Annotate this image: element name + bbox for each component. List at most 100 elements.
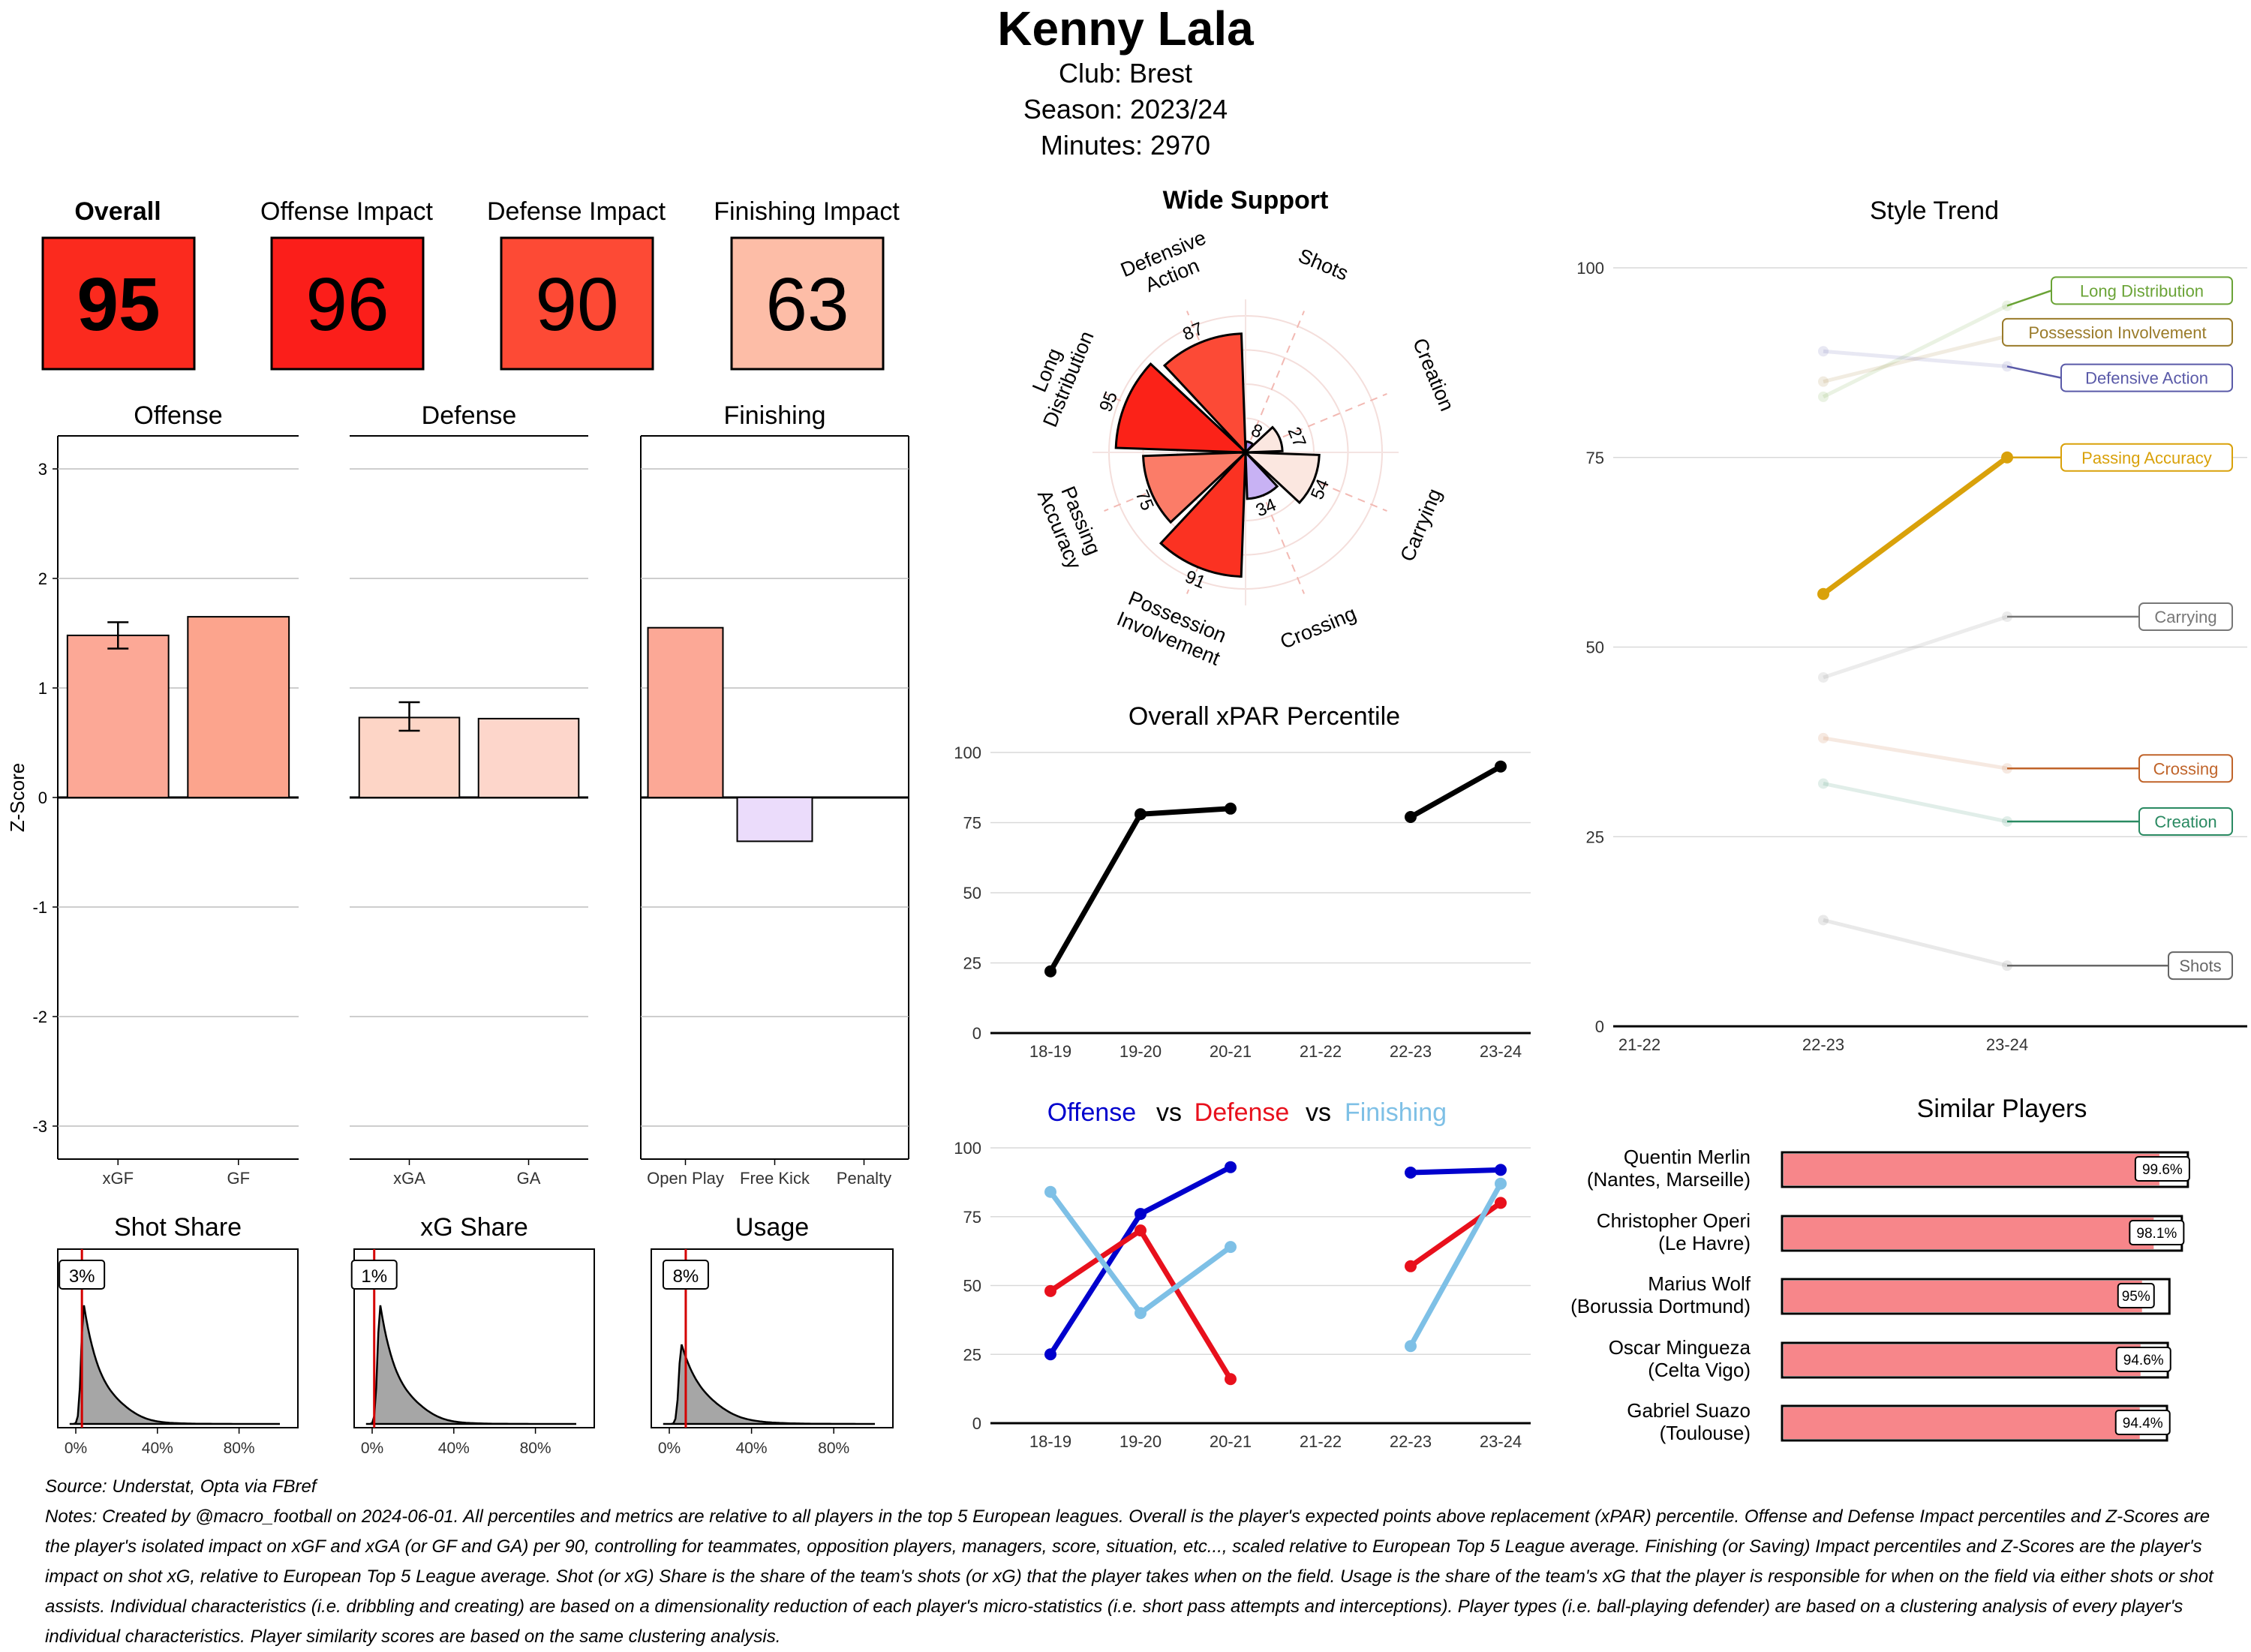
chart-title: Overall xPAR Percentile	[1129, 702, 1400, 731]
similar-bar	[1784, 1407, 2140, 1439]
x-tick-label: 40%	[438, 1440, 470, 1457]
similar-bar	[1784, 1154, 2159, 1185]
similar-player-name: Oscar Mingueza (Celta Vigo)	[1609, 1336, 1751, 1381]
radar-wedge	[1162, 332, 1247, 455]
impact-label: Overall	[74, 197, 161, 226]
odf-point	[1044, 1185, 1056, 1198]
similar-value-label: 95%	[2122, 1289, 2150, 1305]
y-tick-label: 100	[1576, 259, 1604, 278]
similar-bar	[1784, 1344, 2141, 1376]
y-tick-label: 50	[963, 1277, 981, 1296]
similar-player-name: Quentin Merlin (Nantes, Marseille)	[1587, 1146, 1751, 1191]
odf-point	[1225, 1161, 1237, 1173]
y-tick-label: 50	[1586, 638, 1604, 657]
y-tick-label: 50	[963, 884, 981, 903]
xpar-point	[1495, 760, 1507, 773]
radar-spoke	[1245, 452, 1387, 512]
marker-label-box	[662, 1260, 709, 1290]
style-label: Defensive Action	[2085, 369, 2208, 388]
club-line: Club: Brest	[1058, 58, 1193, 89]
style-series-line	[1823, 334, 2008, 384]
impact-box	[270, 236, 425, 371]
x-tick-label: 20-21	[1210, 1432, 1252, 1451]
panel-title: Finishing	[723, 401, 825, 430]
x-tick-label: 23-24	[1480, 1432, 1522, 1451]
odf-point	[1405, 1260, 1417, 1272]
panel-frame	[651, 1248, 894, 1428]
x-tick-label: xGF	[102, 1169, 134, 1188]
radar-wedge	[1142, 451, 1249, 524]
y-tick-label: -1	[32, 898, 47, 917]
impact-value: 95	[77, 263, 160, 347]
radar-spoke	[1186, 311, 1246, 453]
panel-frame	[57, 1248, 299, 1428]
odf-point	[1135, 1307, 1147, 1320]
style-label-box	[2060, 363, 2233, 392]
chart-title: Similar Players	[1917, 1095, 2087, 1123]
radar-category-label: Creation	[1408, 335, 1459, 414]
style-label-box	[2060, 443, 2233, 472]
x-tick-label: 80%	[818, 1440, 849, 1457]
radar-wedge	[1114, 362, 1249, 454]
radar-category-label: PossessionInvolvement	[1113, 586, 1232, 670]
minutes-line: Minutes: 2970	[1040, 130, 1211, 161]
chart-title-part: Defense	[1195, 1098, 1290, 1127]
marker-label: 3%	[69, 1266, 95, 1287]
x-tick-label: Free Kick	[740, 1169, 810, 1188]
x-tick-label: 18-19	[1029, 1432, 1071, 1451]
footer: Source: Understat, Opta via FBref Notes:…	[45, 1472, 2243, 1652]
odf-series-line	[1410, 1167, 1501, 1176]
style-series-line	[1823, 349, 2008, 368]
x-tick-label: GA	[517, 1169, 541, 1188]
y-tick-label: 25	[963, 954, 981, 973]
x-tick-label: 21-22	[1618, 1035, 1660, 1054]
style-label-box	[2002, 317, 2233, 347]
marker-label-box	[59, 1260, 106, 1290]
similar-bar	[1784, 1281, 2142, 1312]
radar-wedge	[1159, 449, 1247, 578]
density-curve	[663, 1344, 875, 1425]
impact-label: Offense Impact	[260, 197, 433, 226]
marker-label: 1%	[361, 1266, 387, 1287]
radar-wedge	[1244, 449, 1279, 500]
impact-value: 63	[765, 263, 849, 347]
x-tick-label: 23-24	[1480, 1042, 1522, 1061]
x-tick-label: 22-23	[1390, 1432, 1432, 1451]
chart-title-part: Offense	[1047, 1098, 1136, 1127]
panel-title: Defense	[422, 401, 517, 430]
y-tick-label: 75	[963, 814, 981, 833]
panel-frame	[353, 1248, 595, 1428]
zscore-bar	[647, 626, 724, 799]
zscore-bar	[736, 797, 813, 843]
notes-line-1: Notes: Created by @macro_football on 202…	[45, 1506, 2210, 1527]
y-tick-label: 25	[1586, 828, 1604, 846]
radar-category-label: Shots	[1295, 245, 1351, 285]
notes-line-3: impact on shot xG, relative to European …	[45, 1566, 2213, 1587]
odf-point	[1405, 1340, 1417, 1353]
panel-title: xG Share	[420, 1213, 528, 1242]
style-label: Long Distribution	[2080, 281, 2204, 300]
radar-value-label: 95	[1095, 389, 1122, 415]
chart-title: Style Trend	[1870, 197, 1999, 225]
player-name: Kenny Lala	[997, 2, 1254, 56]
notes-line-2: the player's isolated impact on xGF and …	[45, 1536, 2202, 1557]
y-tick-label: 1	[38, 679, 47, 698]
style-label-box	[2168, 951, 2233, 981]
y-axis-label: Z-Score	[6, 763, 29, 832]
similar-value-box	[2129, 1220, 2185, 1245]
x-tick-label: 22-23	[1802, 1035, 1844, 1054]
impact-box	[500, 236, 654, 371]
odf-point	[1495, 1164, 1507, 1176]
radar-category-label: PassingAccuracy	[1033, 478, 1107, 572]
radar-category-label: Carrying	[1396, 485, 1446, 565]
odf-point	[1135, 1208, 1147, 1221]
x-tick-label: 21-22	[1300, 1042, 1342, 1061]
style-label: Creation	[2154, 812, 2216, 831]
radar-spoke	[1186, 452, 1246, 594]
x-tick-label: 18-19	[1029, 1042, 1071, 1061]
style-series-line	[1823, 614, 2008, 680]
radar-category-label: Crossing	[1277, 602, 1360, 653]
style-label-box	[2138, 754, 2233, 783]
style-leader-line	[2006, 365, 2062, 379]
style-series-line	[1823, 782, 2008, 824]
